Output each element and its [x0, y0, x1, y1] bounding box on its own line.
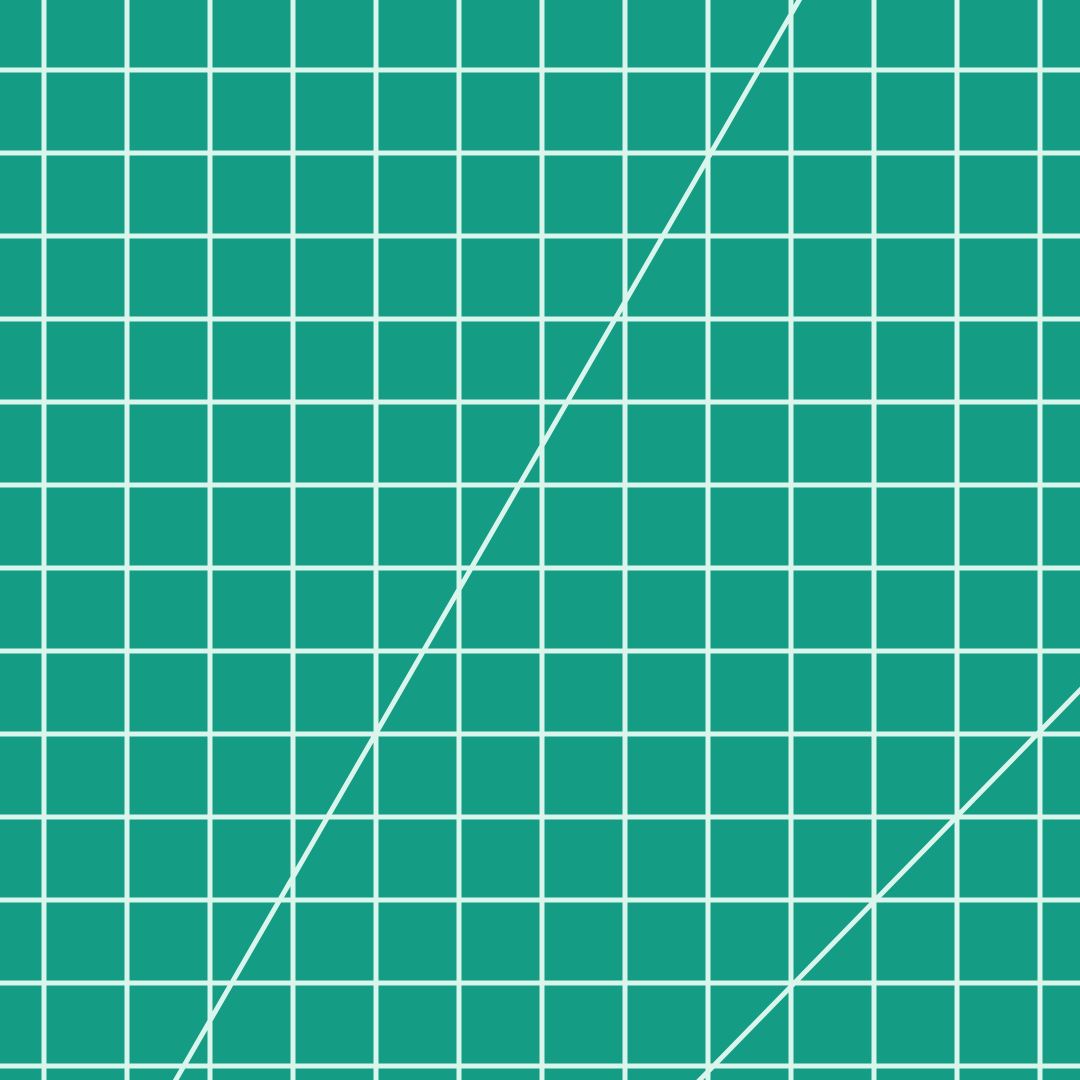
shallow-angle-line [696, 686, 1080, 1080]
angle-lines [172, 0, 1080, 1080]
steep-angle-line [172, 0, 803, 1080]
grid-horizontal-lines [0, 67, 1080, 1069]
